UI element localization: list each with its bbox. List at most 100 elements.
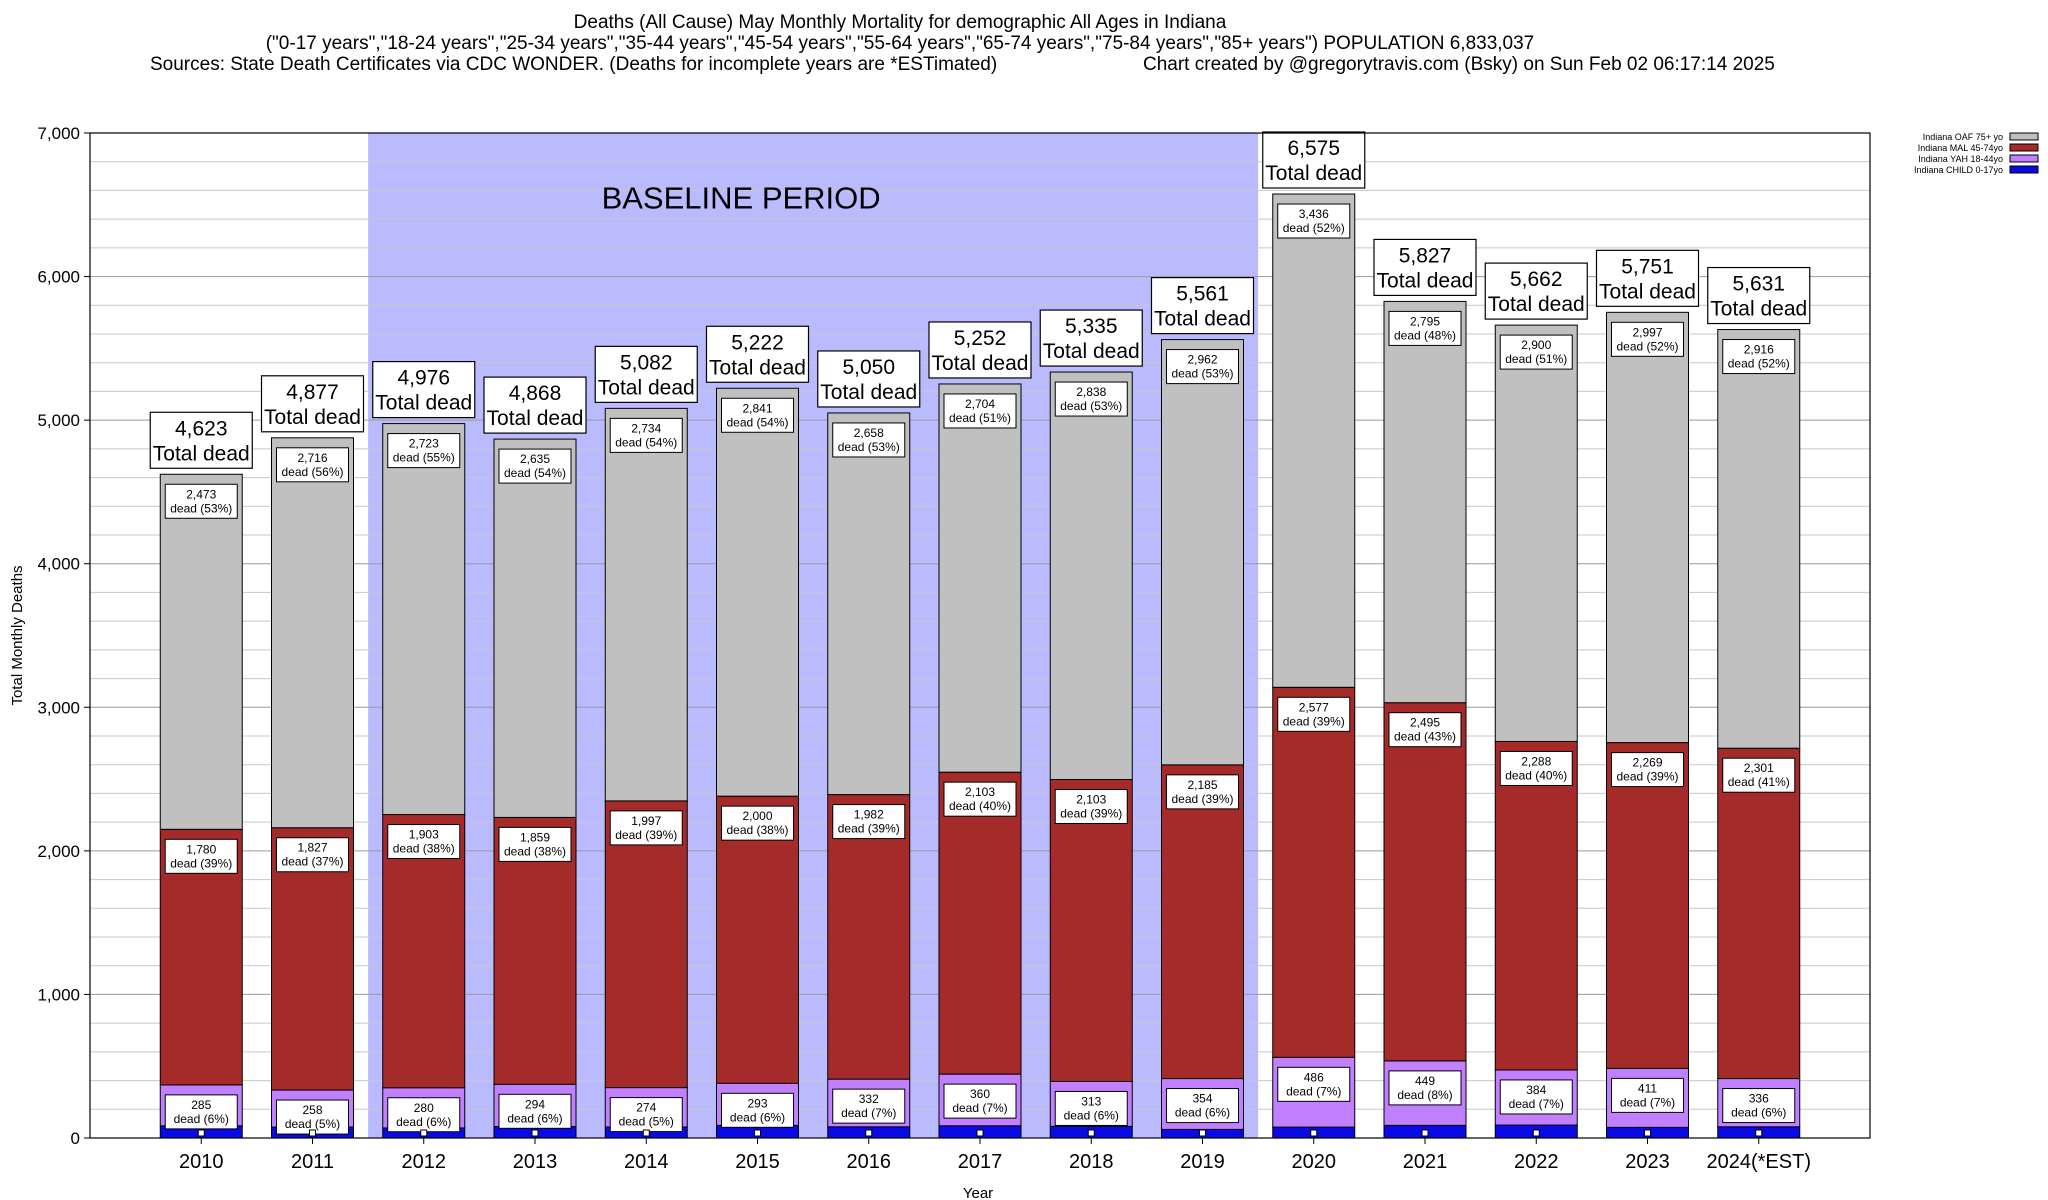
segment-label-value: 411 xyxy=(1638,1081,1657,1095)
segment-label-value: 332 xyxy=(859,1092,879,1106)
bar-segment-mal xyxy=(827,794,911,1080)
segment-label-box xyxy=(164,1094,238,1130)
segment-label-text: dead (39%) xyxy=(1171,792,1233,806)
segment-label-value: 2,795 xyxy=(1410,314,1440,328)
segment-label-value: 384 xyxy=(1526,1083,1546,1097)
segment-label-box xyxy=(1388,310,1462,346)
total-label-text: Total dead xyxy=(1154,308,1251,331)
segment-label-box xyxy=(1054,381,1128,417)
segment-label-text: dead (5%) xyxy=(619,1115,674,1129)
segment-label-box xyxy=(721,1092,794,1128)
bar-segment-mal xyxy=(382,814,466,1089)
segment-label-text: dead (54%) xyxy=(504,466,566,480)
segment-label-box xyxy=(498,448,572,484)
segment-label-value: 2,577 xyxy=(1299,700,1329,714)
segment-label-text: dead (39%) xyxy=(615,828,677,842)
segment-label-value: 486 xyxy=(1304,1070,1324,1084)
total-label-text: Total dead xyxy=(1043,340,1140,363)
total-label-box xyxy=(260,375,365,433)
segment-label-text: dead (38%) xyxy=(726,823,788,837)
segment-label-box xyxy=(1722,1088,1796,1124)
segment-label-value: 2,962 xyxy=(1187,353,1217,367)
total-label-value: 5,827 xyxy=(1399,244,1452,267)
segment-label-box xyxy=(943,393,1017,429)
segment-label-text: dead (52%) xyxy=(1616,339,1678,353)
segment-label-value: 354 xyxy=(1192,1092,1212,1106)
bar-segment-mal xyxy=(1494,740,1578,1071)
segment-label-text: dead (48%) xyxy=(1394,328,1456,342)
segment-label-box xyxy=(1277,1066,1351,1102)
total-label-text: Total dead xyxy=(1377,269,1474,292)
segment-label-value: 2,916 xyxy=(1744,343,1774,357)
chart-sources: Sources: State Death Certificates via CD… xyxy=(150,54,998,75)
bar-segment-mal xyxy=(938,771,1022,1075)
segment-label-box xyxy=(387,433,461,469)
segment-label-text: dead (7%) xyxy=(952,1101,1007,1115)
segment-label-text: dead (54%) xyxy=(615,435,677,449)
child-marker xyxy=(1310,1129,1318,1137)
x-tick-label: 2018 xyxy=(1069,1151,1114,1173)
bar-segment-mal xyxy=(1606,742,1689,1069)
segment-label-value: 285 xyxy=(191,1098,211,1112)
segment-label-box xyxy=(276,1099,349,1135)
segment-label-text: dead (38%) xyxy=(504,844,566,858)
chart-subtitle: ("0-17 years","18-24 years","25-34 years… xyxy=(265,33,1535,54)
plot-frame xyxy=(89,132,1871,1139)
segment-label-text: dead (8%) xyxy=(1397,1088,1452,1102)
segment-label-text: dead (53%) xyxy=(1060,399,1122,413)
segment-label-value: 2,838 xyxy=(1076,385,1106,399)
child-marker xyxy=(1644,1129,1651,1137)
x-tick-label: 2013 xyxy=(513,1151,558,1173)
legend-label: Indiana MAL 45-74yo xyxy=(1918,143,2003,153)
bar-segment-mal xyxy=(604,800,688,1089)
total-label-value: 5,335 xyxy=(1065,315,1118,338)
bar-segment-mal xyxy=(1717,747,1801,1080)
total-label-box xyxy=(928,321,1032,379)
total-label-value: 5,561 xyxy=(1176,283,1229,306)
x-tick-label: 2024(*EST) xyxy=(1707,1151,1812,1173)
y-tick-label: 4,000 xyxy=(37,555,80,574)
segment-label-text: dead (55%) xyxy=(393,451,455,465)
segment-label-value: 2,288 xyxy=(1521,754,1551,768)
x-tick-label: 2017 xyxy=(958,1151,1003,1173)
total-label-value: 4,976 xyxy=(397,367,450,390)
child-marker xyxy=(642,1129,650,1137)
total-label-text: Total dead xyxy=(375,392,472,415)
segment-label-value: 2,103 xyxy=(965,785,995,799)
segment-label-value: 2,269 xyxy=(1632,756,1662,770)
segment-label-value: 2,716 xyxy=(297,451,327,465)
total-label-text: Total dead xyxy=(1599,280,1696,303)
total-label-value: 5,222 xyxy=(731,331,784,354)
chart-credit: Chart created by @gregorytravis.com (Bsk… xyxy=(1143,54,1775,75)
segment-label-box xyxy=(721,805,794,841)
total-label-value: 5,252 xyxy=(954,327,1007,350)
segment-label-value: 313 xyxy=(1081,1094,1101,1108)
segment-label-box xyxy=(1499,334,1573,370)
segment-label-value: 2,103 xyxy=(1076,793,1106,807)
segment-label-text: dead (41%) xyxy=(1728,775,1790,789)
segment-label-value: 1,903 xyxy=(409,828,439,842)
segment-label-text: dead (6%) xyxy=(396,1115,451,1129)
segment-label-value: 2,000 xyxy=(742,809,772,823)
bar-segment-mal xyxy=(716,795,799,1084)
x-tick-label: 2010 xyxy=(179,1151,224,1173)
total-label-value: 5,751 xyxy=(1621,255,1674,278)
total-label-box xyxy=(1039,309,1143,367)
segment-label-text: dead (6%) xyxy=(1064,1108,1119,1122)
segment-label-text: dead (5%) xyxy=(285,1117,340,1131)
bar-segment-oaf xyxy=(1717,329,1801,749)
segment-label-text: dead (53%) xyxy=(838,440,900,454)
segment-label-box xyxy=(1388,712,1462,748)
legend-label: Indiana YAH 18-44yo xyxy=(1918,154,2003,164)
total-label-text: Total dead xyxy=(264,406,361,429)
segment-label-text: dead (39%) xyxy=(1060,807,1122,821)
total-label-box xyxy=(483,376,587,434)
bar-segment-oaf xyxy=(1383,300,1467,704)
segment-label-value: 2,900 xyxy=(1521,338,1551,352)
segment-label-text: dead (6%) xyxy=(1175,1106,1230,1120)
x-tick-label: 2011 xyxy=(291,1151,334,1173)
total-label-text: Total dead xyxy=(487,407,584,430)
total-label-value: 5,662 xyxy=(1510,268,1563,291)
y-tick-label: 3,000 xyxy=(37,698,80,717)
